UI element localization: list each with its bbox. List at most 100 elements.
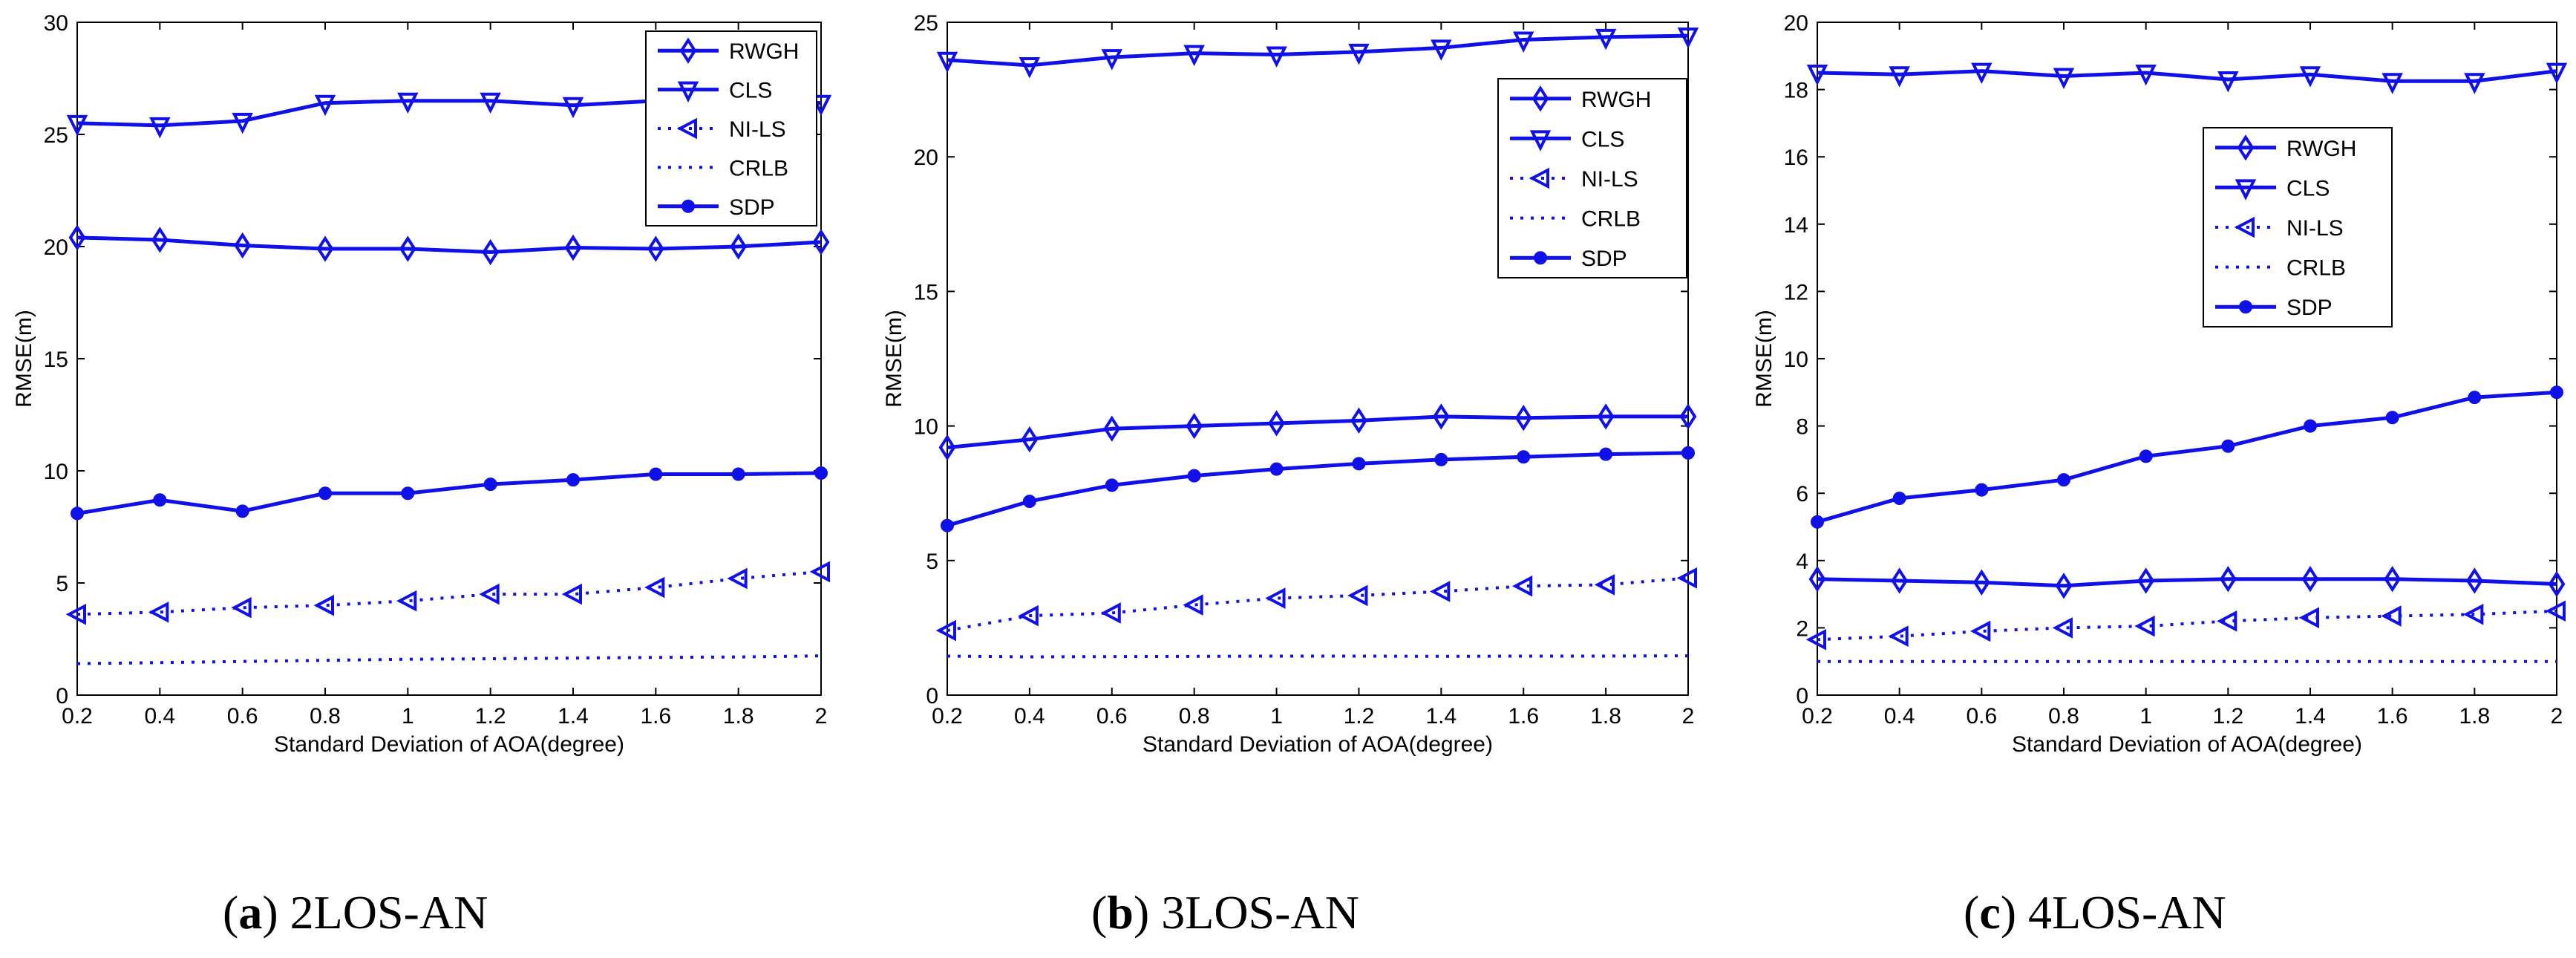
data-point-sdp [71,506,84,521]
series-line-cls [947,33,1689,68]
x-tick-label: 1.6 [640,704,671,729]
legend-label-cls: CLS [2286,176,2330,201]
x-tick-label: 1.2 [2212,704,2243,729]
legend: RWGH CLS NI-LS CRLB SDP [645,30,817,227]
y-tick-label: 25 [914,11,938,36]
data-point-cls [936,51,958,74]
series-sdp [1811,385,2563,529]
y-tick-label: 25 [44,123,68,148]
series-sdp [71,466,828,521]
series-ni-ls [1805,600,2566,651]
data-point-rwgh [1350,407,1367,434]
data-point-sdp [2550,385,2563,400]
data-point-rwgh [2465,567,2483,594]
data-point-ni-ls [2298,607,2319,629]
data-point-sdp [2468,391,2482,405]
y-tick-label: 15 [44,348,68,372]
legend-label-crlb: CRLB [729,156,788,180]
data-point-rwgh [1514,405,1532,431]
caption-title: 3LOS-AN [1161,886,1359,939]
y-tick-label: 20 [1784,11,1808,36]
chart-panel-a: 0.2 0.4 0.6 0.8 1 1.2 1.4 1.6 1.8 2051015202530St… [12,11,832,757]
series-line-sdp [76,471,822,515]
data-point-ni-ls [2545,600,2566,622]
legend: RWGH CLS NI-LS CRLB SDP [1497,78,1687,278]
series-line-rwgh [76,235,822,255]
y-tick-label: 12 [1784,280,1808,304]
x-tick-label: 1.4 [558,704,589,729]
caption-paren-close: ) [1134,886,1161,939]
data-point-cls [66,114,88,137]
x-tick-label: 0.4 [1014,704,1045,729]
x-tick-label: 0.2 [932,704,963,729]
plot-area [1817,22,2557,696]
y-tick-label: 10 [914,415,938,440]
data-point-rwgh [1597,403,1615,430]
caption-paren-open: ( [1091,886,1107,939]
data-point-cls [1677,27,1699,49]
data-point-ni-ls [148,601,169,623]
series-sdp [941,446,1695,532]
x-tick-label: 0.4 [1884,704,1915,729]
x-tick-label: 0.6 [227,704,258,729]
series-ni-ls [65,561,830,625]
data-point-ni-ls [231,596,252,619]
data-point-cls [1431,39,1452,61]
y-axis-label: RMSE(m) [882,310,906,408]
data-point-sdp [1681,446,1695,460]
legend-marker-sdp [681,199,695,213]
data-point-sdp [1434,452,1448,466]
legend-label-rwgh: RWGH [2286,137,2356,161]
data-point-sdp [731,467,745,481]
x-axis-label: Standard Deviation of AOA(degree) [1142,732,1493,757]
series-rwgh [1808,566,2566,599]
x-tick-label: 1.6 [2377,704,2408,729]
y-tick-label: 2 [1796,616,1808,641]
data-point-sdp [814,466,828,480]
data-point-cls [2217,71,2239,93]
y-tick-label: 14 [1784,213,1808,238]
y-tick-label: 5 [56,572,68,596]
data-point-cls [232,112,253,134]
data-point-ni-ls [2463,603,2484,625]
data-point-rwgh [1103,415,1121,442]
legend-label-sdp: SDP [2286,296,2333,320]
data-point-rwgh [564,234,582,261]
x-tick-label: 2 [1682,704,1695,729]
data-point-ni-ls [809,561,830,583]
y-tick-label: 10 [1784,348,1808,372]
y-tick-label: 16 [1784,146,1808,170]
chart-panel-b: 0.2 0.4 0.6 0.8 1 1.2 1.4 1.6 1.8 20510152025Stan… [882,11,1699,757]
data-point-ni-ls [727,567,748,590]
data-point-rwgh [1186,412,1203,440]
data-point-ni-ls [1805,628,1826,651]
data-point-rwgh [1808,566,1826,593]
legend-label-cls: CLS [1581,127,1624,151]
data-point-cls [480,92,501,114]
y-axis-label: RMSE(m) [12,310,36,408]
data-point-rwgh [938,434,956,461]
data-point-sdp [649,467,663,481]
series-line-sdp [947,451,1689,528]
data-point-sdp [1599,447,1613,461]
data-point-cls [1183,45,1205,67]
data-point-rwgh [2301,566,2319,593]
x-tick-label: 0.6 [1096,704,1128,729]
x-tick-label: 1 [1270,704,1283,729]
data-point-sdp [1105,478,1119,492]
y-tick-label: 20 [914,146,938,170]
x-tick-label: 0.8 [310,704,341,729]
data-point-cls [149,117,171,139]
y-tick-label: 0 [1796,684,1808,708]
x-tick-label: 1.8 [2459,704,2490,729]
data-point-ni-ls [1265,587,1286,609]
data-point-sdp [1811,515,1824,529]
chart-panel-c: 0.2 0.4 0.6 0.8 1 1.2 1.4 1.6 1.8 202468101214161… [1752,11,2568,757]
data-point-ni-ls [1594,574,1615,596]
data-point-rwgh [1891,567,1909,594]
legend-marker-rwgh [2237,134,2255,161]
legend-label-ni-ls: NI-LS [2286,216,2344,241]
x-tick-label: 0.4 [144,704,175,729]
data-point-rwgh [1679,403,1697,430]
data-point-rwgh [647,235,664,262]
